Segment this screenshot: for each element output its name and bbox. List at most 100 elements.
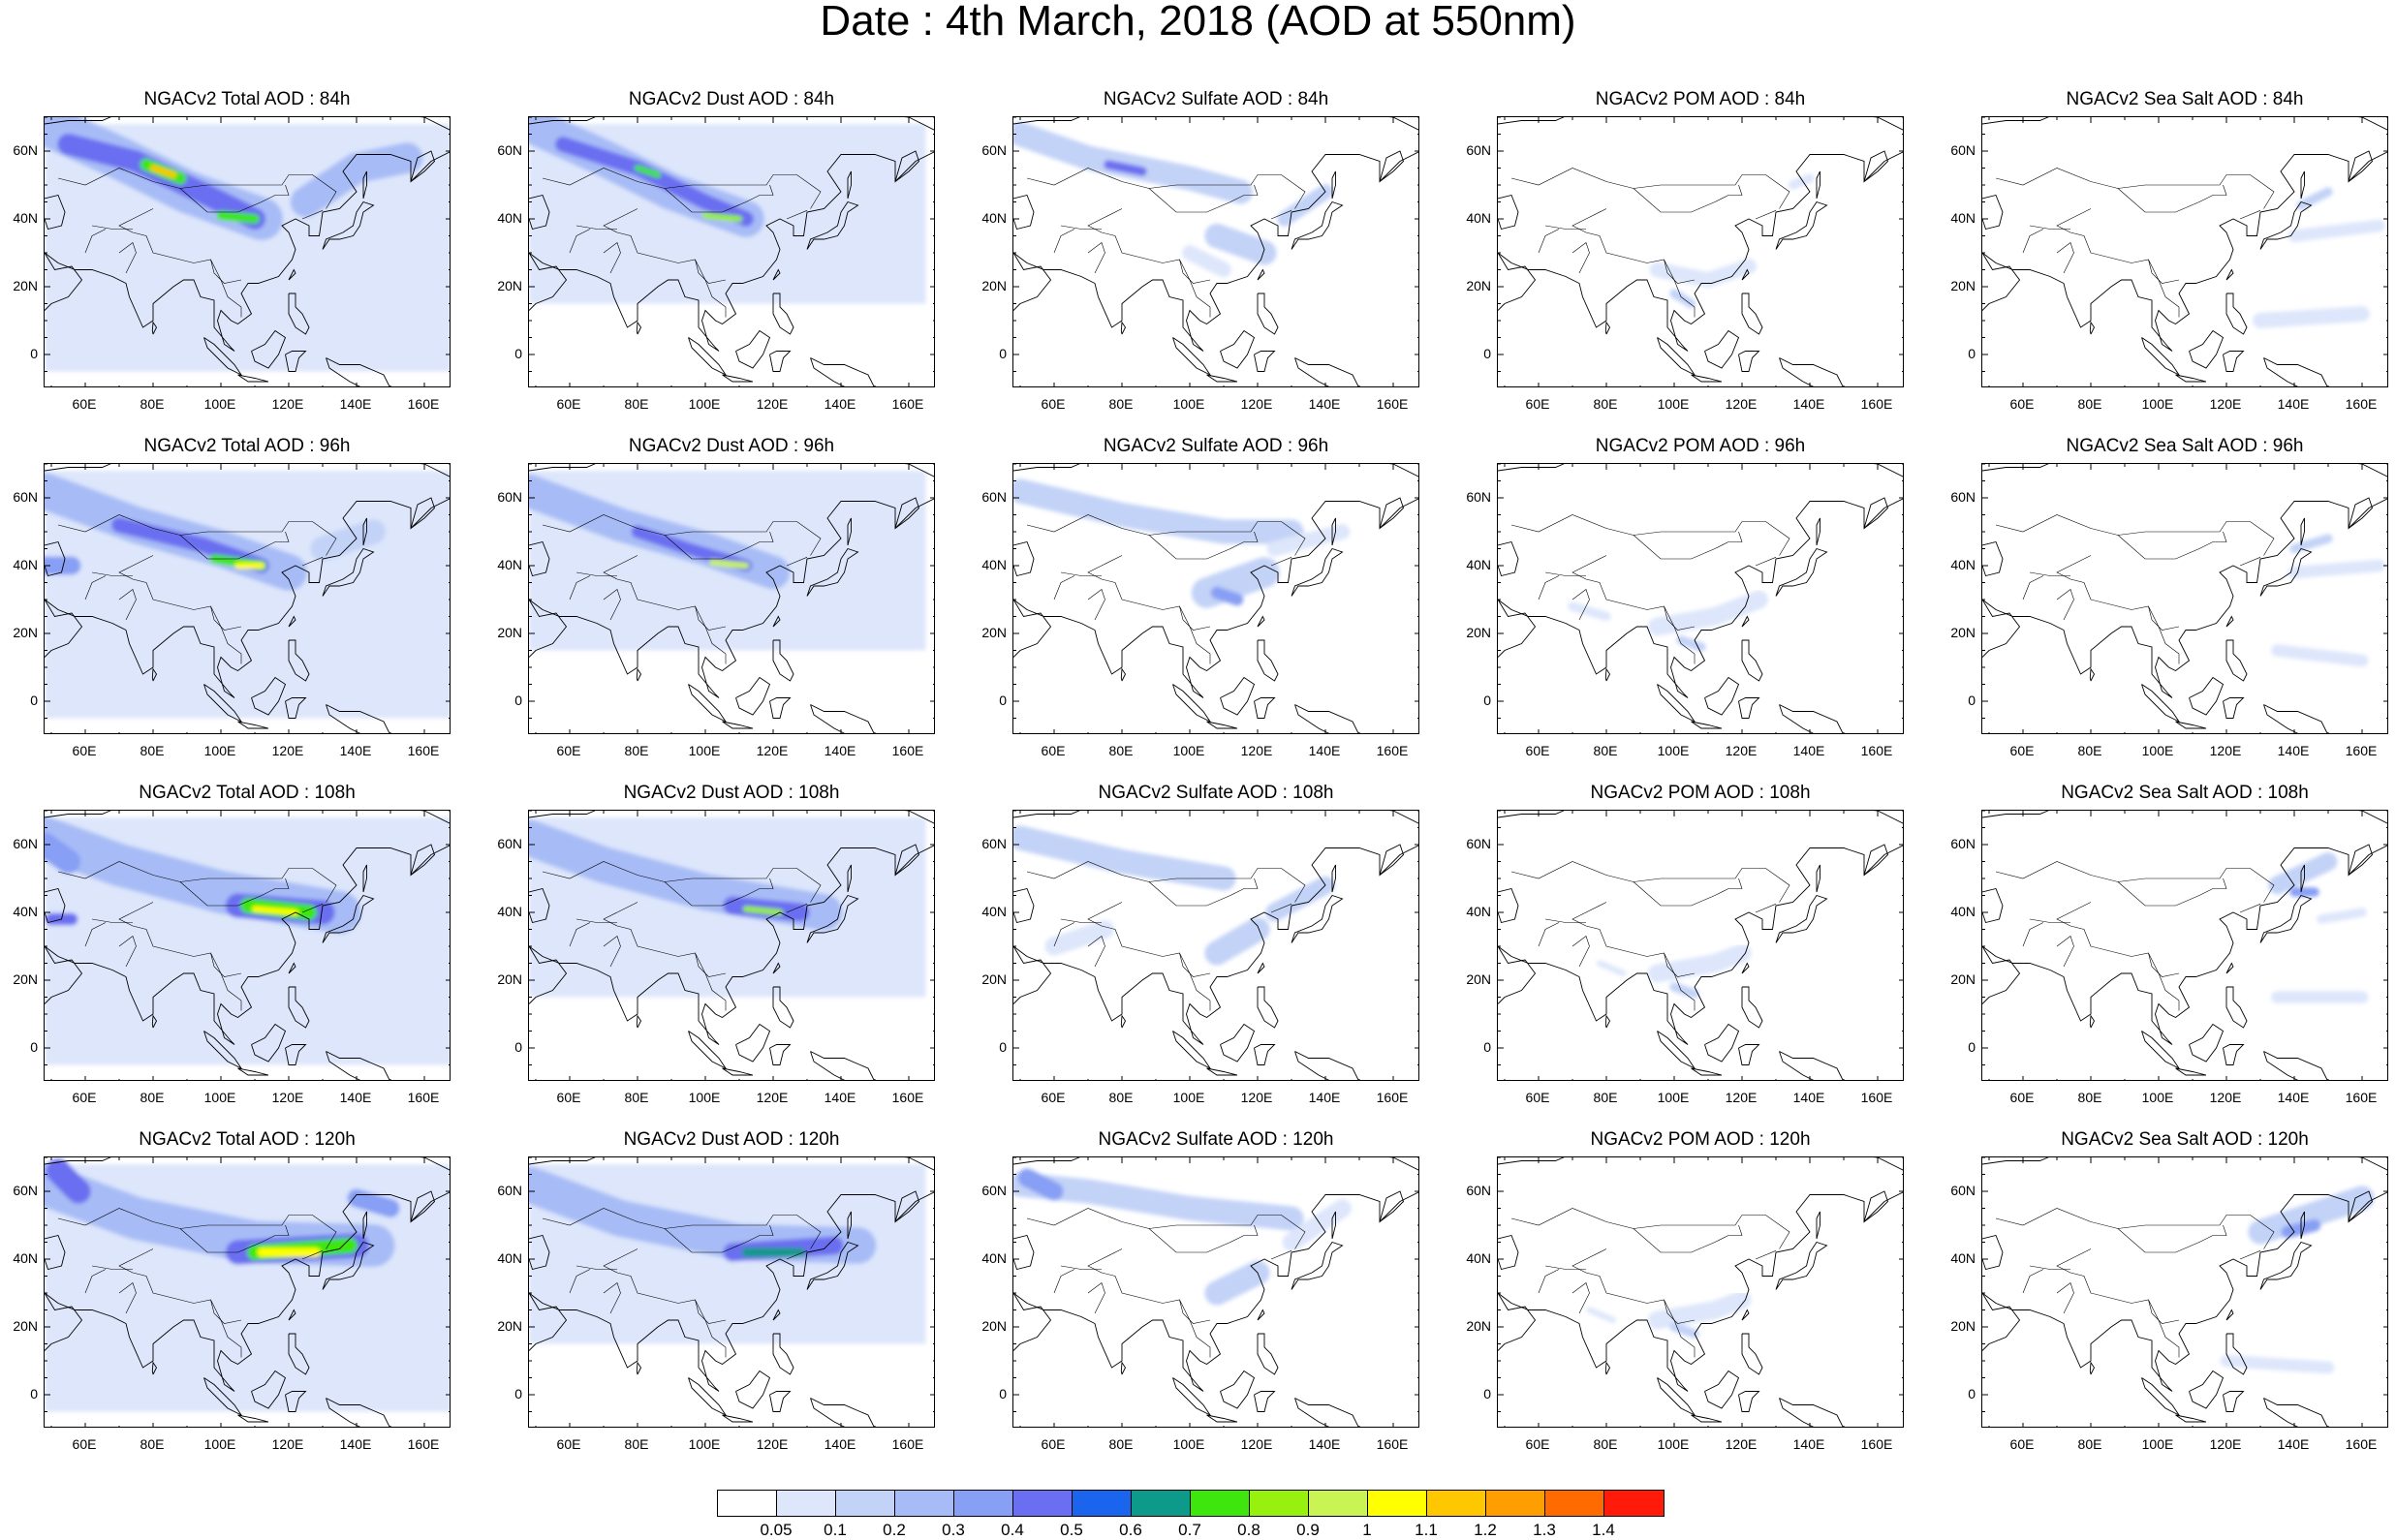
coastline [1013,599,1052,658]
coastline [1172,684,1212,724]
y-tick-label: 0 [1483,1386,1491,1401]
coastline [1254,1391,1276,1412]
coastline [288,962,296,974]
coastline [1779,1051,1844,1080]
x-tick-label: 160E [1376,1090,1409,1105]
y-tick-label: 60N [13,1183,38,1198]
y-tick-label: 20N [497,625,522,640]
country-border [2056,936,2074,968]
country-border [1664,259,1696,318]
coastline [810,704,875,733]
x-tick-label: 160E [407,1436,440,1452]
aod-plume [634,165,662,178]
coastline [45,540,66,577]
coastline [1775,200,1828,250]
aod-map [528,1156,935,1428]
country-border [2022,575,2044,601]
coastline [810,1051,875,1080]
y-tick-label: 40N [1466,557,1491,572]
coastline [1257,615,1265,628]
y-tick-label: 40N [981,210,1007,226]
aod-plume [1013,478,1304,544]
country-border [1060,1265,1102,1270]
country-border [118,555,242,631]
y-tick-label: 0 [1968,346,1976,361]
y-tick-label: 40N [1950,904,1976,919]
country-border [1571,936,1590,968]
coastline [288,615,296,628]
country-border [695,952,727,1011]
coastline [1257,293,1279,335]
colorbar-swatch [718,1491,777,1516]
coastline [1816,517,1820,546]
coastline [2300,864,2305,893]
y-tick-label: 0 [999,693,1007,708]
coastline [2223,697,2245,719]
coastline [285,351,307,372]
coastline [45,1191,450,1392]
y-tick-label: 60N [1466,836,1491,851]
country-border [542,861,822,903]
coastline [1741,639,1763,682]
coastline [45,1292,83,1351]
country-border [603,208,727,284]
coastline [1257,986,1279,1029]
coastline [151,1014,158,1029]
country-border [2029,571,2070,576]
country-border [1179,1299,1211,1358]
map-panel-dust-108: NGACv2 Dust AOD : 108h 60N 40N 20N 0 60E 80E 10… [497,783,935,1112]
coastline [772,615,781,628]
country-border [2029,918,2070,923]
coastline [2189,1370,2225,1409]
coastline [1331,864,1336,893]
country-border [664,531,774,560]
country-border [1179,259,1211,318]
coastline [529,1191,934,1392]
country-border [786,210,808,220]
coastline [1982,1157,2387,1171]
coastline [1863,1190,1889,1222]
y-tick-label: 60N [981,142,1007,158]
aod-plume [1788,173,1815,190]
coastline [45,464,450,477]
coastline [362,517,367,546]
map-panel-pom-96: NGACv2 POM AOD : 96h 60N 40N 20N 0 60E 80E 100E… [1466,436,1904,765]
y-tick-label: 0 [30,693,38,708]
colorbar-label: 0.1 [824,1521,847,1539]
y-tick-label: 60N [497,489,522,505]
coastline [362,1211,367,1240]
coastline [1379,497,1405,529]
country-border [1510,514,1790,556]
country-border [1664,605,1696,664]
x-tick-label: 100E [688,1090,721,1105]
y-tick-label: 20N [497,278,522,293]
colorbar-label: 1.4 [1592,1521,1615,1539]
country-border [603,1248,727,1324]
aod-map [1012,810,1419,1081]
coastline [1498,811,1903,824]
y-tick-label: 20N [1466,278,1491,293]
country-border [1270,557,1292,567]
coastline [1775,1241,1828,1290]
country-border [1571,208,1696,284]
panel-title: NGACv2 POM AOD : 108h [1590,783,1811,803]
coastline [285,1044,307,1065]
country-border [1148,878,1259,907]
coastline [322,547,375,597]
country-border [2029,225,2070,230]
y-tick-label: 20N [1950,971,1976,987]
x-tick-label: 140E [2277,1090,2310,1105]
coastline [2175,374,2207,383]
x-tick-label: 100E [688,1436,721,1452]
aod-plume [1568,601,1611,622]
coastline [410,497,436,529]
country-border [542,168,822,209]
coastline [1172,1031,1212,1070]
y-tick-label: 0 [1483,1039,1491,1055]
y-tick-label: 20N [1466,971,1491,987]
country-border [1538,229,1560,254]
coastline [1013,1292,1052,1351]
x-tick-label: 120E [271,1090,304,1105]
country-border [1995,1208,2275,1249]
coastline [1013,194,1035,231]
